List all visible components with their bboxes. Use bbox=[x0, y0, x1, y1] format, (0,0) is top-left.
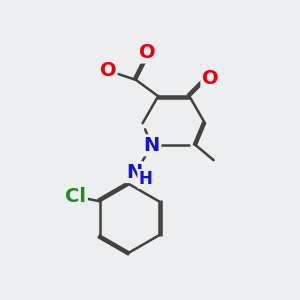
Text: N: N bbox=[126, 163, 142, 182]
Text: O: O bbox=[202, 69, 218, 88]
Text: H: H bbox=[98, 62, 113, 80]
Text: O: O bbox=[140, 43, 156, 62]
Text: H: H bbox=[138, 170, 152, 188]
Text: O: O bbox=[100, 61, 117, 80]
Text: N: N bbox=[144, 136, 160, 155]
Text: Cl: Cl bbox=[65, 187, 86, 206]
